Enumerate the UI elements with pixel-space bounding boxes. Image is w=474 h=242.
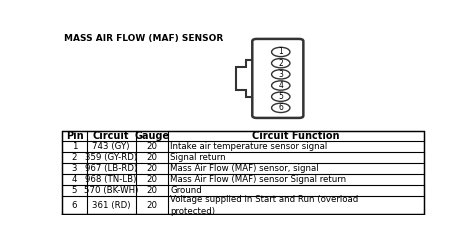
Text: 359 (GY-RD): 359 (GY-RD) xyxy=(85,153,137,162)
Text: 5: 5 xyxy=(72,186,77,195)
Text: 20: 20 xyxy=(146,164,157,173)
Text: 1: 1 xyxy=(278,47,283,56)
Text: Ground: Ground xyxy=(170,186,202,195)
Text: MASS AIR FLOW (MAF) SENSOR: MASS AIR FLOW (MAF) SENSOR xyxy=(64,34,223,43)
Text: 6: 6 xyxy=(278,103,283,112)
Text: Circuit Function: Circuit Function xyxy=(252,131,340,141)
Text: 20: 20 xyxy=(146,175,157,184)
Text: 6: 6 xyxy=(72,201,77,210)
Text: Mass Air Flow (MAF) sensor Signal return: Mass Air Flow (MAF) sensor Signal return xyxy=(170,175,346,184)
Circle shape xyxy=(272,70,290,79)
FancyBboxPatch shape xyxy=(252,39,303,118)
Circle shape xyxy=(272,92,290,101)
Text: Mass Air Flow (MAF) sensor, signal: Mass Air Flow (MAF) sensor, signal xyxy=(170,164,319,173)
Circle shape xyxy=(272,81,290,90)
Text: Intake air temperature sensor signal: Intake air temperature sensor signal xyxy=(170,143,328,151)
Text: Gauge: Gauge xyxy=(134,131,169,141)
Circle shape xyxy=(272,47,290,57)
Text: 20: 20 xyxy=(146,143,157,151)
Text: 5: 5 xyxy=(278,92,283,101)
Text: 743 (GY): 743 (GY) xyxy=(92,143,130,151)
Text: 361 (RD): 361 (RD) xyxy=(92,201,130,210)
Text: 20: 20 xyxy=(146,153,157,162)
Polygon shape xyxy=(237,60,257,97)
Text: Voltage supplied in Start and Run (overload
protected): Voltage supplied in Start and Run (overl… xyxy=(170,195,358,216)
Text: 2: 2 xyxy=(278,59,283,68)
Text: 20: 20 xyxy=(146,186,157,195)
Text: 20: 20 xyxy=(146,201,157,210)
Text: Circuit: Circuit xyxy=(93,131,129,141)
Text: 4: 4 xyxy=(72,175,77,184)
Circle shape xyxy=(272,103,290,113)
Text: Signal return: Signal return xyxy=(170,153,226,162)
Text: 967 (LB-RD): 967 (LB-RD) xyxy=(85,164,137,173)
Text: 3: 3 xyxy=(72,164,77,173)
Text: Pin: Pin xyxy=(66,131,83,141)
Text: 3: 3 xyxy=(278,70,283,79)
Text: 1: 1 xyxy=(72,143,77,151)
Circle shape xyxy=(272,59,290,68)
Text: 4: 4 xyxy=(278,81,283,90)
Text: 570 (BK-WH): 570 (BK-WH) xyxy=(84,186,138,195)
Text: 2: 2 xyxy=(72,153,77,162)
Text: 968 (TN-LB): 968 (TN-LB) xyxy=(85,175,137,184)
